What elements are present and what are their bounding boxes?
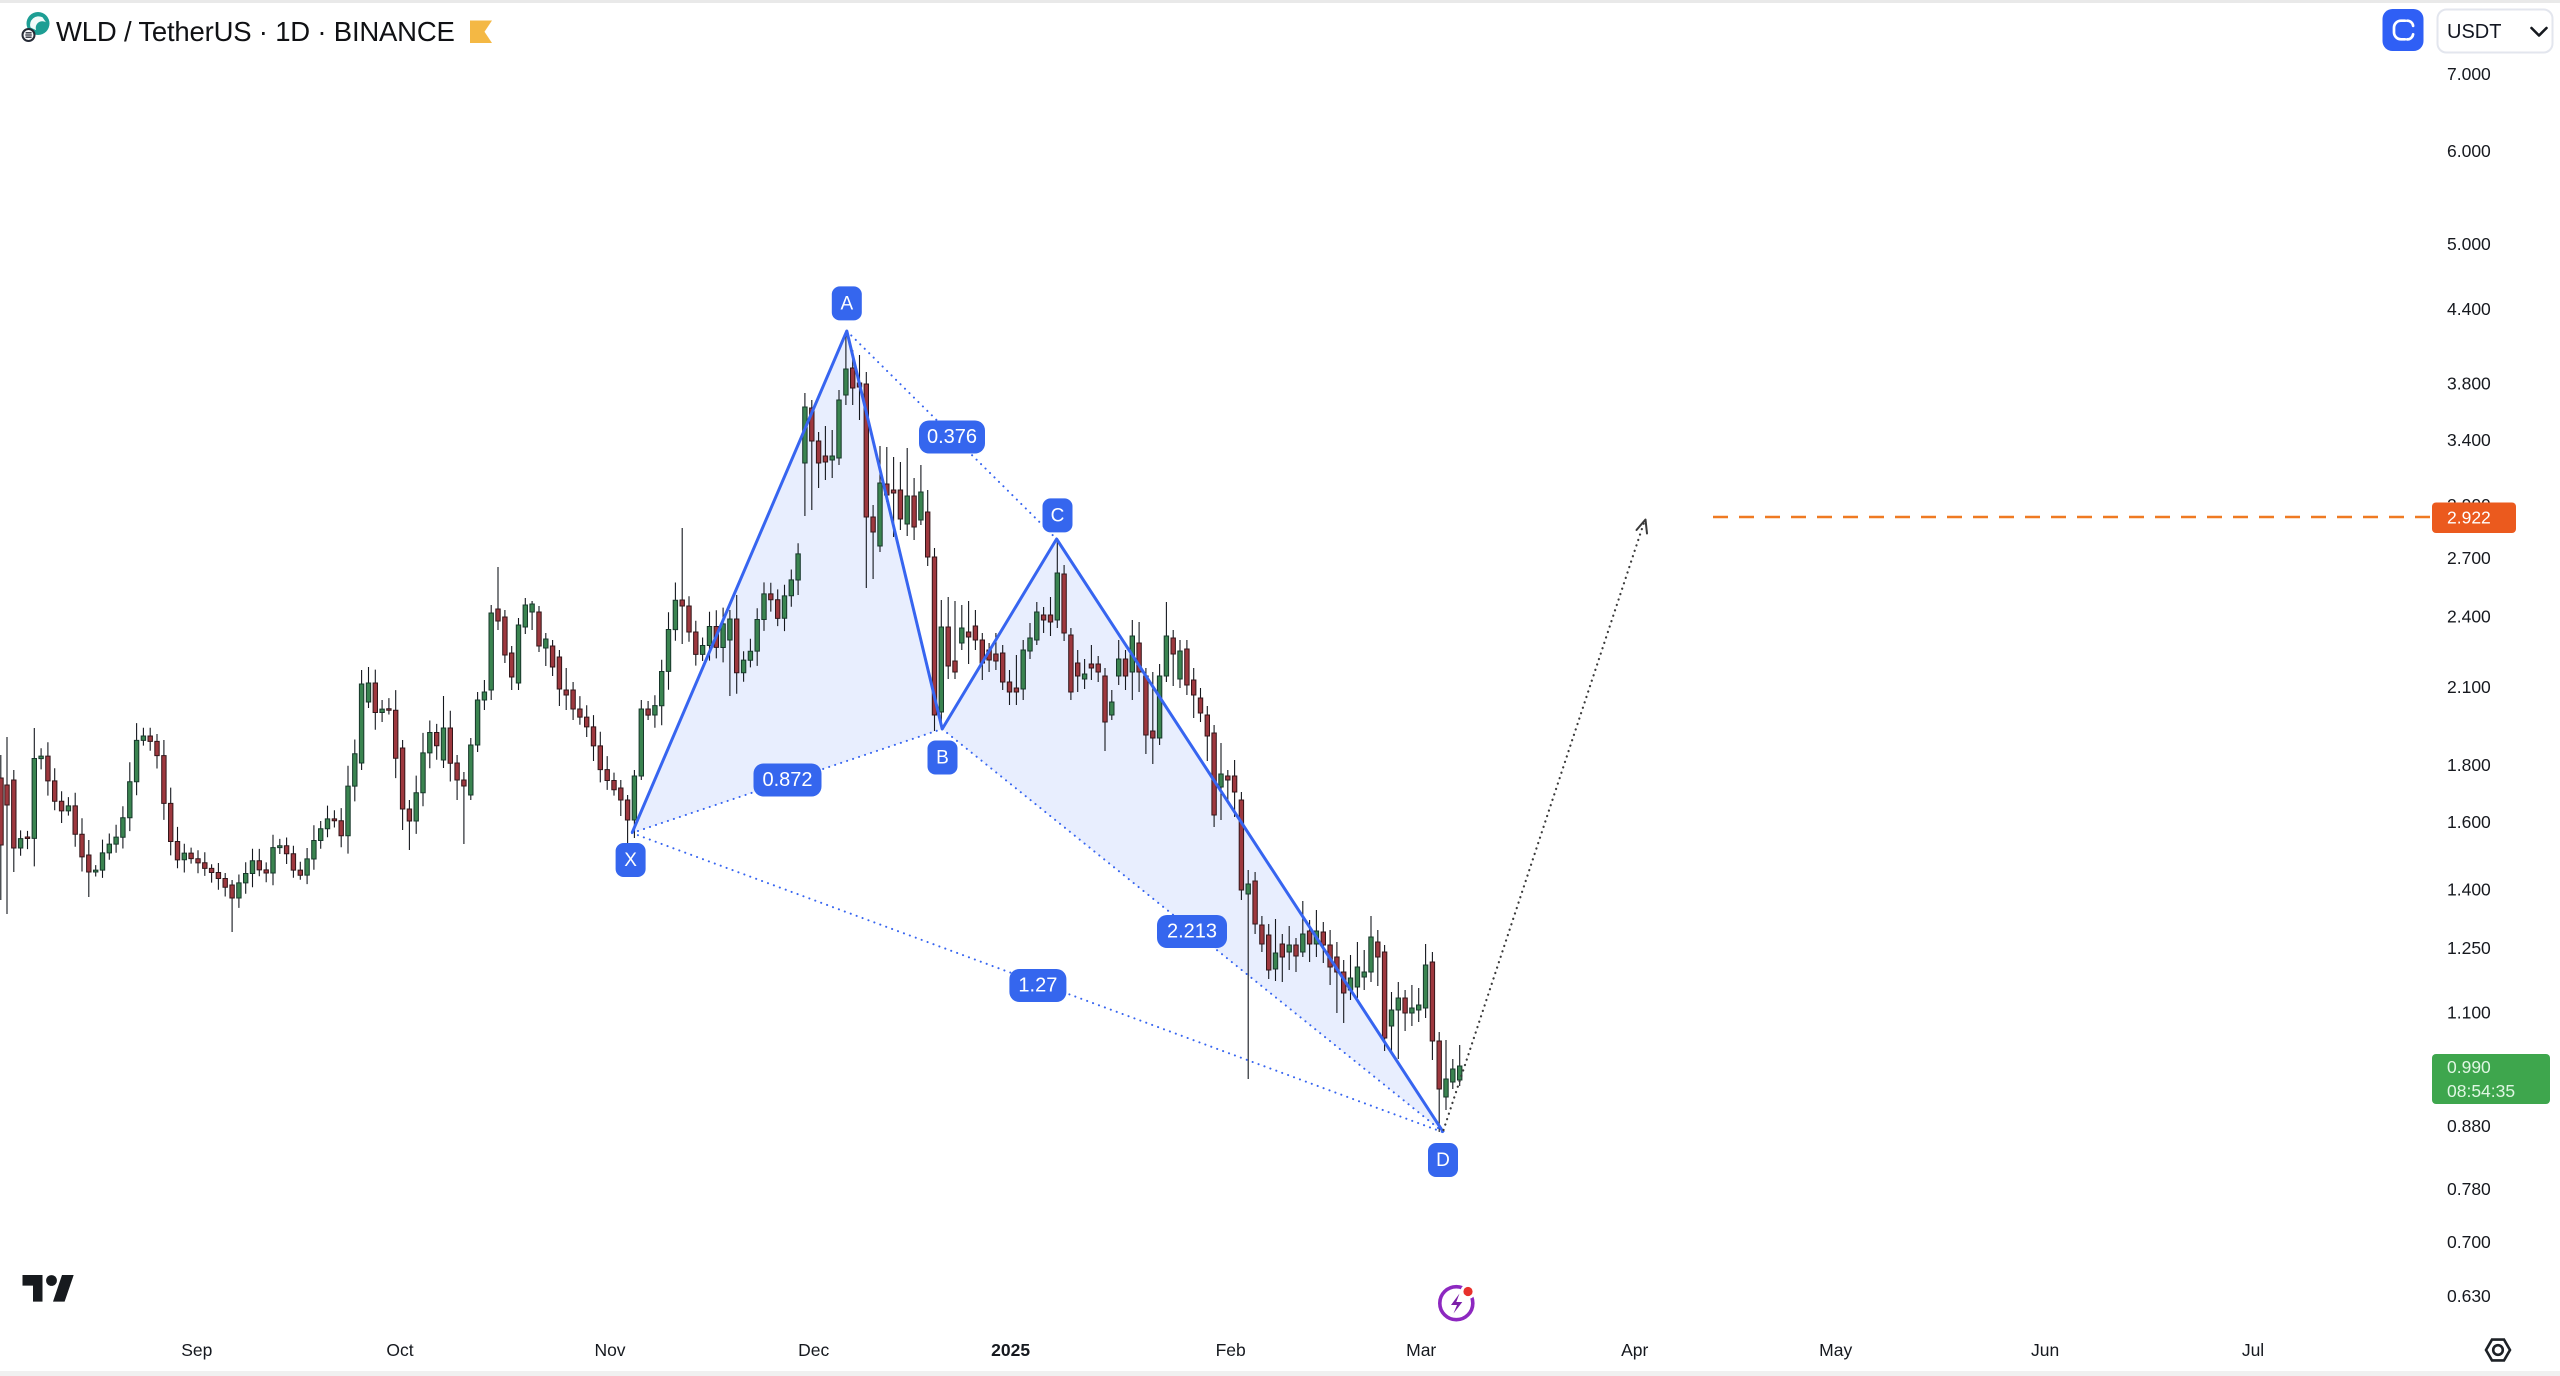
- svg-text:0.630: 0.630: [2447, 1286, 2491, 1306]
- svg-text:Jun: Jun: [2031, 1340, 2059, 1360]
- svg-text:C: C: [1051, 505, 1065, 526]
- svg-text:Nov: Nov: [594, 1340, 625, 1360]
- svg-text:X: X: [624, 850, 637, 871]
- svg-text:7.000: 7.000: [2447, 64, 2491, 84]
- svg-text:3.800: 3.800: [2447, 374, 2491, 394]
- svg-text:2025: 2025: [991, 1340, 1030, 1360]
- svg-text:3.400: 3.400: [2447, 430, 2491, 450]
- svg-text:2.213: 2.213: [1167, 921, 1217, 943]
- svg-text:A: A: [840, 293, 853, 314]
- svg-text:0.872: 0.872: [762, 769, 812, 791]
- svg-text:1.27: 1.27: [1018, 975, 1057, 997]
- svg-text:WLD / TetherUS · 1D · BINANCE: WLD / TetherUS · 1D · BINANCE: [56, 16, 455, 47]
- svg-text:Mar: Mar: [1406, 1340, 1436, 1360]
- svg-text:Apr: Apr: [1621, 1340, 1648, 1360]
- svg-text:Jul: Jul: [2242, 1340, 2264, 1360]
- svg-text:6.000: 6.000: [2447, 141, 2491, 161]
- svg-text:0.700: 0.700: [2447, 1232, 2491, 1252]
- svg-text:Sep: Sep: [181, 1340, 212, 1360]
- svg-text:USDT: USDT: [2447, 21, 2501, 43]
- svg-text:2.400: 2.400: [2447, 607, 2491, 627]
- svg-text:5.000: 5.000: [2447, 234, 2491, 254]
- svg-text:2.700: 2.700: [2447, 548, 2491, 568]
- svg-text:1.100: 1.100: [2447, 1003, 2491, 1023]
- svg-text:1.400: 1.400: [2447, 880, 2491, 900]
- svg-text:Dec: Dec: [798, 1340, 829, 1360]
- svg-text:0.780: 0.780: [2447, 1179, 2491, 1199]
- svg-text:08:54:35: 08:54:35: [2447, 1081, 2515, 1101]
- svg-text:4.400: 4.400: [2447, 299, 2491, 319]
- svg-text:B: B: [936, 748, 949, 769]
- svg-text:1.800: 1.800: [2447, 755, 2491, 775]
- svg-text:2.922: 2.922: [2447, 508, 2491, 528]
- svg-text:D: D: [1436, 1150, 1450, 1171]
- svg-text:0.376: 0.376: [927, 426, 977, 448]
- svg-text:2.100: 2.100: [2447, 677, 2491, 697]
- svg-text:0.880: 0.880: [2447, 1116, 2491, 1136]
- svg-text:May: May: [1819, 1340, 1852, 1360]
- svg-text:Oct: Oct: [386, 1340, 413, 1360]
- svg-text:1.600: 1.600: [2447, 812, 2491, 832]
- svg-text:Feb: Feb: [1216, 1340, 1246, 1360]
- svg-text:1.250: 1.250: [2447, 938, 2491, 958]
- svg-text:0.990: 0.990: [2447, 1057, 2491, 1077]
